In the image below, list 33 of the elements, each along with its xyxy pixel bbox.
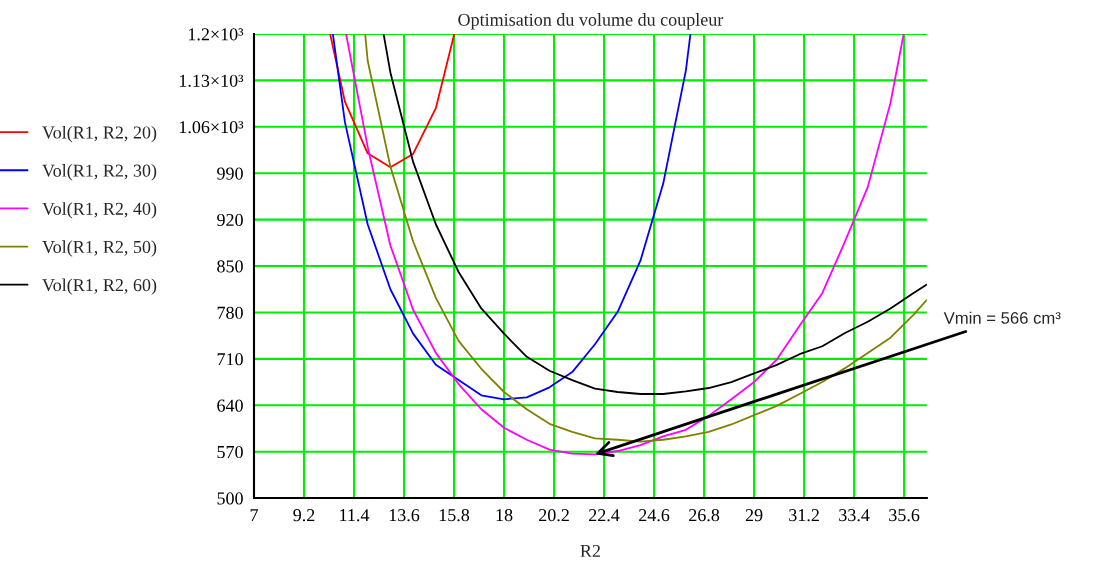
- x-tick-label: 7: [250, 509, 258, 522]
- y-tick-label: 780: [217, 306, 243, 319]
- x-tick-label: 20.2: [539, 509, 569, 522]
- y-tick-label: 920: [217, 213, 243, 227]
- y-tick-label: 500: [217, 492, 243, 505]
- legend-label: Vol(R1, R2, 30): [42, 164, 157, 181]
- x-tick-label: 24.6: [639, 509, 670, 522]
- x-tick-label: 11.4: [340, 509, 370, 522]
- y-tick-label: 1.13×10³: [179, 74, 244, 87]
- x-tick-label: 29: [745, 509, 763, 522]
- legend-label: Vol(R1, R2, 20): [42, 125, 157, 143]
- x-tick-label: 9.2: [293, 509, 315, 522]
- x-tick-label: 18: [496, 509, 513, 522]
- y-tick-label: 640: [217, 399, 243, 412]
- x-tick-label: 22.4: [589, 509, 620, 522]
- y-tick-label: 1.2×10³: [188, 28, 244, 41]
- y-tick-label: 570: [217, 445, 243, 459]
- x-tick-label: 35.6: [889, 509, 920, 522]
- x-axis-title: R2: [580, 544, 600, 557]
- legend-label: Vol(R1, R2, 40): [42, 202, 157, 219]
- y-tick-label: 990: [217, 167, 243, 180]
- chart-title: Optimisation du volume du coupleur: [458, 13, 724, 30]
- x-tick-label: 26.8: [689, 509, 720, 522]
- x-tick-label: 13.6: [389, 509, 420, 522]
- y-tick-label: 1.06×10³: [179, 121, 244, 134]
- y-tick-label: 710: [217, 353, 243, 366]
- x-tick-label: 31.2: [789, 509, 819, 522]
- y-tick-label: 850: [217, 260, 243, 273]
- legend-label: Vol(R1, R2, 60): [42, 278, 157, 295]
- x-tick-label: 33.4: [839, 509, 870, 522]
- annotation: Vmin = 566 cm³: [943, 311, 1061, 324]
- x-tick-label: 15.8: [439, 509, 470, 522]
- legend-label: Vol(R1, R2, 50): [42, 240, 157, 257]
